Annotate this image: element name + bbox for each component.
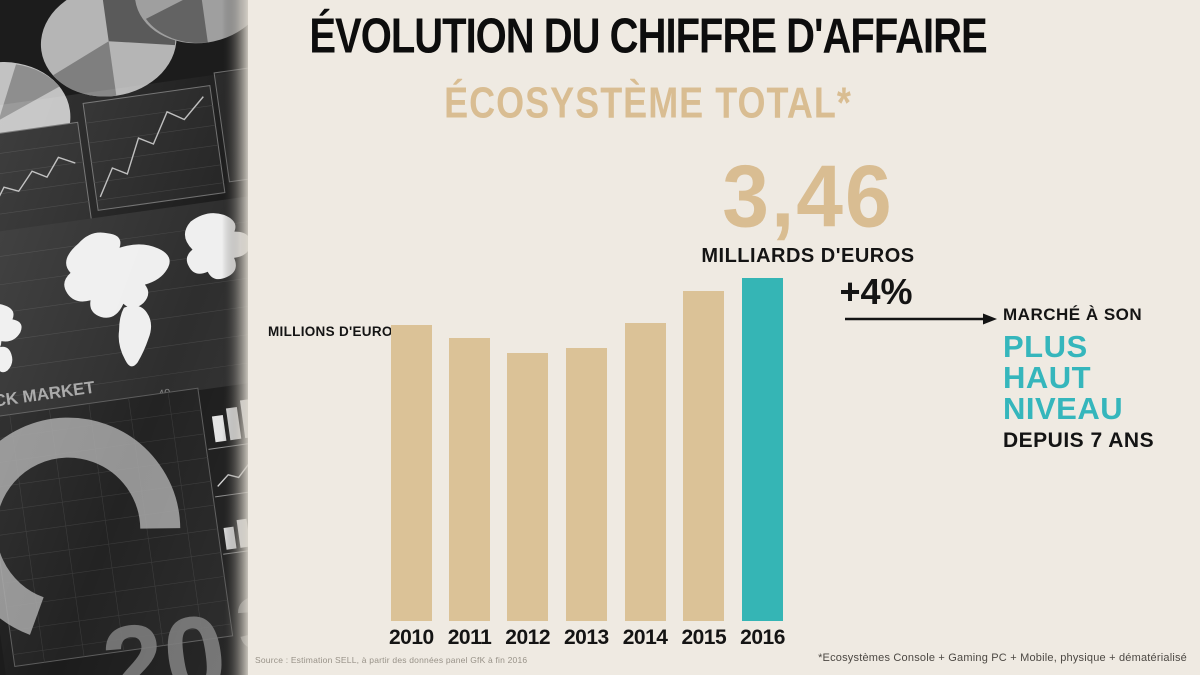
bar-column-2010: 2010 bbox=[389, 325, 434, 655]
bar-2015 bbox=[683, 291, 725, 621]
bar-column-2016: 2016 bbox=[740, 278, 785, 655]
ecosystem-footnote: *Ecosystèmes Console + Gaming PC + Mobil… bbox=[818, 652, 1187, 664]
header: ÉVOLUTION DU CHIFFRE D'AFFAIRE ÉCOSYSTÈM… bbox=[248, 10, 1048, 127]
bar-2012 bbox=[507, 353, 549, 621]
stock-market-collage-art: CK MARKET 50 40 50 20 3 bbox=[0, 0, 248, 675]
callout-outro: DEPUIS 7 ANS bbox=[1003, 429, 1155, 452]
year-label-2010: 2010 bbox=[389, 626, 434, 649]
source-note: Source : Estimation SELL, à partir des d… bbox=[255, 655, 528, 665]
bar-column-2015: 2015 bbox=[681, 291, 727, 655]
bar-2016 bbox=[742, 278, 784, 621]
year-label-2012: 2012 bbox=[505, 626, 550, 649]
bar-2013 bbox=[565, 348, 607, 621]
page-title: ÉVOLUTION DU CHIFFRE D'AFFAIRE bbox=[309, 10, 987, 64]
callout-line-plus: PLUS bbox=[1003, 329, 1088, 364]
bar-2014 bbox=[624, 323, 666, 621]
highlight-value: 3,46 bbox=[722, 146, 894, 246]
highlight-unit: MILLIARDS D'EUROS bbox=[701, 245, 915, 267]
stock-market-collage: CK MARKET 50 40 50 20 3 bbox=[0, 0, 248, 675]
callout-main: PLUS HAUT NIVEAU bbox=[1003, 331, 1123, 424]
right-arrow-icon bbox=[845, 313, 997, 325]
bar-column-2011: 2011 bbox=[448, 338, 492, 655]
bar-column-2013: 2013 bbox=[564, 348, 609, 655]
year-label-2016: 2016 bbox=[740, 626, 785, 649]
year-label-2014: 2014 bbox=[622, 626, 668, 649]
callout-line-haut: HAUT bbox=[1003, 360, 1092, 395]
bar-chart: 2010 2011 2012 2013 2014 2015 2016 bbox=[389, 278, 785, 655]
year-label-2011: 2011 bbox=[447, 626, 492, 649]
bar-column-2012: 2012 bbox=[505, 353, 550, 655]
callout-intro: MARCHÉ À SON bbox=[1003, 305, 1143, 324]
growth-percentage: +4% bbox=[839, 271, 913, 312]
year-label-2015: 2015 bbox=[681, 626, 727, 649]
bar-column-2014: 2014 bbox=[623, 323, 668, 655]
callout-line-niveau: NIVEAU bbox=[1003, 391, 1124, 426]
bar-2010 bbox=[390, 325, 432, 621]
page-subtitle: ÉCOSYSTÈME TOTAL* bbox=[444, 77, 852, 128]
bar-2011 bbox=[449, 338, 490, 621]
y-axis-label: MILLIONS D'EUROS bbox=[268, 324, 403, 339]
year-label-2013: 2013 bbox=[564, 626, 609, 649]
